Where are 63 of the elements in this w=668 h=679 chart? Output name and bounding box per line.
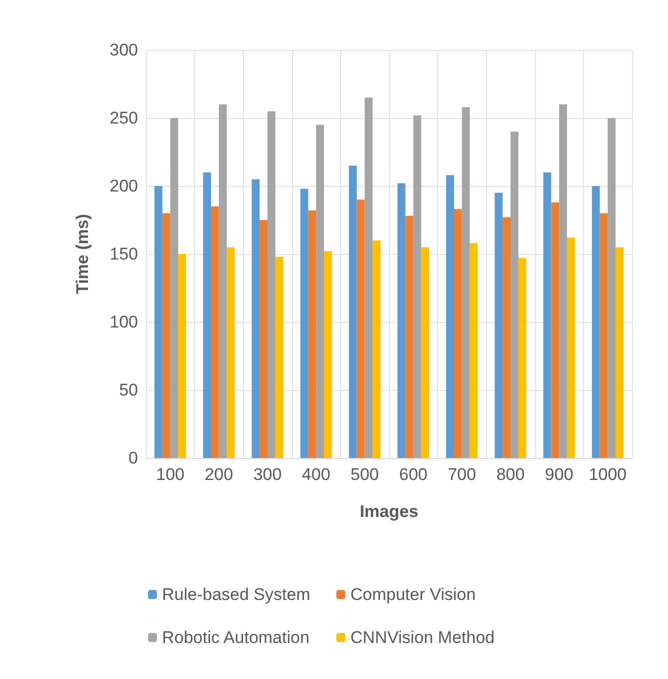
y-tick-label: 150 xyxy=(110,244,138,264)
bar xyxy=(454,209,462,458)
bar xyxy=(348,166,357,458)
x-tick-label: 400 xyxy=(302,465,330,484)
bar xyxy=(275,256,284,458)
bar xyxy=(413,115,422,458)
x-tick-label: 100 xyxy=(156,465,184,484)
bar xyxy=(398,183,406,458)
bar xyxy=(218,104,227,458)
x-tick-label: 900 xyxy=(544,465,574,484)
bar xyxy=(616,247,624,458)
bar xyxy=(494,192,503,458)
y-axis-title: Time (ms) xyxy=(73,214,92,294)
bar xyxy=(324,251,332,458)
bar xyxy=(356,200,365,458)
bar xyxy=(600,213,608,458)
bar xyxy=(518,258,526,458)
bar xyxy=(211,206,219,458)
bar xyxy=(543,172,552,458)
bar xyxy=(260,220,268,458)
legend-label: Computer Vision xyxy=(350,585,476,604)
legend-label: Rule-based System xyxy=(162,585,310,604)
bar xyxy=(559,104,567,458)
y-tick-label: 0 xyxy=(128,448,138,468)
bar xyxy=(592,186,600,458)
bar xyxy=(470,243,478,458)
y-tick-label: 100 xyxy=(110,312,138,332)
bar xyxy=(446,175,454,458)
bar xyxy=(551,202,560,458)
bar xyxy=(608,118,616,458)
y-tick-label: 50 xyxy=(119,380,138,400)
bar xyxy=(178,254,186,458)
bar xyxy=(502,217,510,458)
x-axis-title: Images xyxy=(360,502,418,521)
x-tick-label: 1000 xyxy=(588,465,627,484)
bar xyxy=(162,213,170,458)
bar xyxy=(364,98,373,458)
y-tick-label: 250 xyxy=(110,108,138,128)
x-tick-label: 600 xyxy=(399,465,428,484)
bar xyxy=(510,132,518,458)
x-tick-label: 500 xyxy=(350,465,379,484)
legend-label: CNNVision Method xyxy=(350,628,495,647)
bar xyxy=(268,111,276,458)
bar xyxy=(154,186,162,458)
x-tick-label: 800 xyxy=(496,465,525,484)
bar xyxy=(405,216,414,458)
bar xyxy=(203,172,212,458)
bar xyxy=(421,247,430,458)
bar xyxy=(226,247,235,458)
y-tick-label: 200 xyxy=(110,176,138,196)
x-tick-label: 200 xyxy=(204,465,234,484)
bar xyxy=(566,238,575,458)
bar xyxy=(252,179,260,458)
bar xyxy=(300,188,308,458)
bar xyxy=(170,118,178,458)
bar xyxy=(372,240,380,458)
x-tick-label: 700 xyxy=(448,465,476,484)
legend-label: Robotic Automation xyxy=(162,628,310,647)
bar xyxy=(316,124,324,458)
bar xyxy=(308,210,316,458)
y-tick-label: 300 xyxy=(110,40,138,60)
bar xyxy=(462,107,470,458)
x-tick-label: 300 xyxy=(253,465,282,484)
